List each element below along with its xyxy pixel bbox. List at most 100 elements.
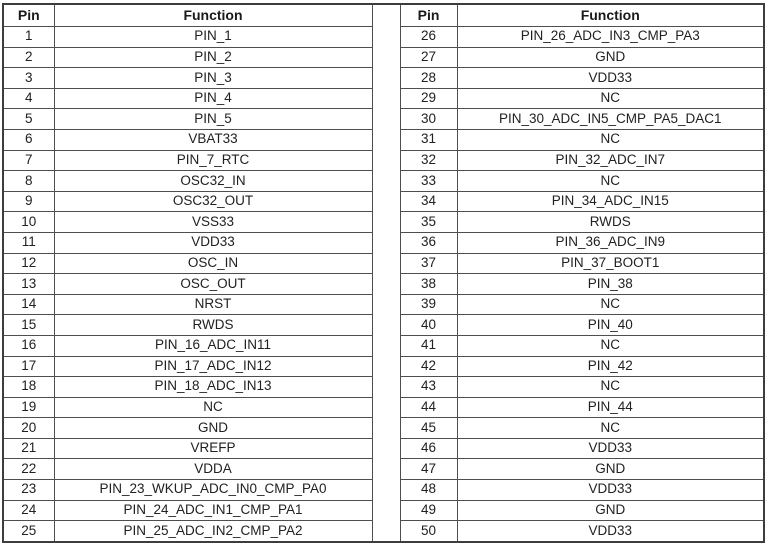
- spacer-cell: [371, 458, 401, 480]
- pin-table-body: 1 PIN_1 26 PIN_26_ADC_IN3_CMP_PA3 2 PIN_2 27 GN…: [2, 26, 765, 543]
- table-row: 2 PIN_2 27 GND: [2, 46, 765, 69]
- function-cell: OSC_IN: [53, 252, 373, 275]
- pin-cell: 45: [399, 417, 458, 439]
- function-cell: OSC32_OUT: [53, 190, 373, 213]
- pin-cell: 29: [399, 87, 458, 110]
- function-cell: OSC_OUT: [53, 273, 373, 295]
- function-cell: VBAT33: [53, 128, 373, 151]
- spacer-cell: [371, 191, 401, 212]
- spacer-cell: [371, 150, 401, 171]
- function-cell: PIN_1: [53, 26, 373, 48]
- function-cell: PIN_7_RTC: [53, 149, 373, 172]
- left-pin-header: Pin: [2, 3, 55, 27]
- function-cell: PIN_18_ADC_IN13: [53, 376, 373, 398]
- header-row: Pin Function Pin Function: [2, 3, 765, 27]
- function-cell: PIN_40: [456, 314, 765, 336]
- function-cell: VDD33: [456, 67, 765, 89]
- pin-cell: 39: [399, 293, 458, 316]
- table-row: 19 NC 44 PIN_44: [2, 396, 765, 419]
- pin-cell: 48: [399, 479, 458, 501]
- function-cell: PIN_25_ADC_IN2_CMP_PA2: [53, 520, 373, 543]
- spacer-cell: [371, 170, 401, 192]
- spacer-cell: [371, 253, 401, 274]
- table-row: 11 VDD33 36 PIN_36_ADC_IN9: [2, 231, 765, 254]
- pin-cell: 28: [399, 67, 458, 89]
- function-cell: PIN_38: [456, 273, 765, 295]
- pin-cell: 34: [399, 190, 458, 213]
- table-row: 17 PIN_17_ADC_IN12 42 PIN_42: [2, 355, 765, 378]
- pin-cell: 43: [399, 376, 458, 398]
- function-cell: VDD33: [456, 520, 765, 543]
- spacer-cell: [371, 376, 401, 398]
- pin-cell: 44: [399, 396, 458, 419]
- pin-cell: 21: [2, 437, 55, 460]
- table-row: 14 NRST 39 NC: [2, 293, 765, 316]
- spacer-cell: [371, 294, 401, 315]
- pin-cell: 26: [399, 26, 458, 48]
- function-cell: GND: [53, 417, 373, 439]
- spacer-cell: [371, 232, 401, 254]
- spacer-cell: [371, 273, 401, 295]
- spacer-cell: [371, 356, 401, 377]
- function-cell: PIN_5: [53, 108, 373, 130]
- table-row: 25 PIN_25_ADC_IN2_CMP_PA2 50 VDD33: [2, 520, 765, 543]
- pin-cell: 6: [2, 128, 55, 151]
- function-cell: GND: [456, 458, 765, 481]
- function-cell: NC: [53, 396, 373, 419]
- function-cell: NC: [456, 334, 765, 357]
- pin-cell: 15: [2, 314, 55, 336]
- right-pin-header: Pin: [399, 3, 458, 27]
- spacer-cell: [371, 108, 401, 130]
- function-cell: VREFP: [53, 437, 373, 460]
- function-cell: NC: [456, 376, 765, 398]
- function-cell: GND: [456, 46, 765, 69]
- pin-cell: 22: [2, 458, 55, 481]
- pin-cell: 36: [399, 231, 458, 254]
- function-cell: NC: [456, 293, 765, 316]
- pin-cell: 46: [399, 437, 458, 460]
- spacer-cell: [371, 211, 401, 233]
- pin-cell: 10: [2, 211, 55, 233]
- spacer-cell: [371, 26, 401, 48]
- spacer-cell: [371, 479, 401, 501]
- spacer-cell: [371, 335, 401, 356]
- left-function-header: Function: [53, 3, 373, 27]
- function-cell: PIN_34_ADC_IN15: [456, 190, 765, 213]
- table-row: 7 PIN_7_RTC 32 PIN_32_ADC_IN7: [2, 149, 765, 172]
- table-row: 5 PIN_5 30 PIN_30_ADC_IN5_CMP_PA5_DAC1: [2, 108, 765, 130]
- pin-cell: 23: [2, 479, 55, 501]
- pin-cell: 9: [2, 190, 55, 213]
- pin-table: Pin Function Pin Function 1 PIN_1 26 PIN_26…: [2, 3, 765, 543]
- table-row: 24 PIN_24_ADC_IN1_CMP_PA1 49 GND: [2, 499, 765, 522]
- function-cell: PIN_42: [456, 355, 765, 378]
- pin-cell: 31: [399, 128, 458, 151]
- pin-cell: 13: [2, 273, 55, 295]
- pin-cell: 49: [399, 499, 458, 522]
- function-cell: PIN_37_BOOT1: [456, 252, 765, 275]
- table-row: 1 PIN_1 26 PIN_26_ADC_IN3_CMP_PA3: [2, 26, 765, 48]
- function-cell: VDD33: [53, 231, 373, 254]
- function-cell: VDD33: [456, 437, 765, 460]
- pin-cell: 33: [399, 170, 458, 192]
- function-cell: PIN_17_ADC_IN12: [53, 355, 373, 378]
- spacer-cell: [371, 88, 401, 109]
- pin-cell: 37: [399, 252, 458, 275]
- spacer-cell: [371, 500, 401, 521]
- pin-cell: 38: [399, 273, 458, 295]
- pin-cell: 40: [399, 314, 458, 336]
- pin-cell: 5: [2, 108, 55, 130]
- function-cell: PIN_23_WKUP_ADC_IN0_CMP_PA0: [53, 479, 373, 501]
- spacer-cell: [371, 438, 401, 459]
- function-cell: PIN_2: [53, 46, 373, 69]
- right-function-header: Function: [456, 3, 765, 27]
- function-cell: NC: [456, 170, 765, 192]
- function-cell: NC: [456, 87, 765, 110]
- table-row: 10 VSS33 35 RWDS: [2, 211, 765, 233]
- spacer-cell: [371, 397, 401, 418]
- pin-cell: 41: [399, 334, 458, 357]
- pin-cell: 27: [399, 46, 458, 69]
- function-cell: PIN_26_ADC_IN3_CMP_PA3: [456, 26, 765, 48]
- function-cell: PIN_30_ADC_IN5_CMP_PA5_DAC1: [456, 108, 765, 130]
- pin-cell: 32: [399, 149, 458, 172]
- spacer-cell: [371, 67, 401, 89]
